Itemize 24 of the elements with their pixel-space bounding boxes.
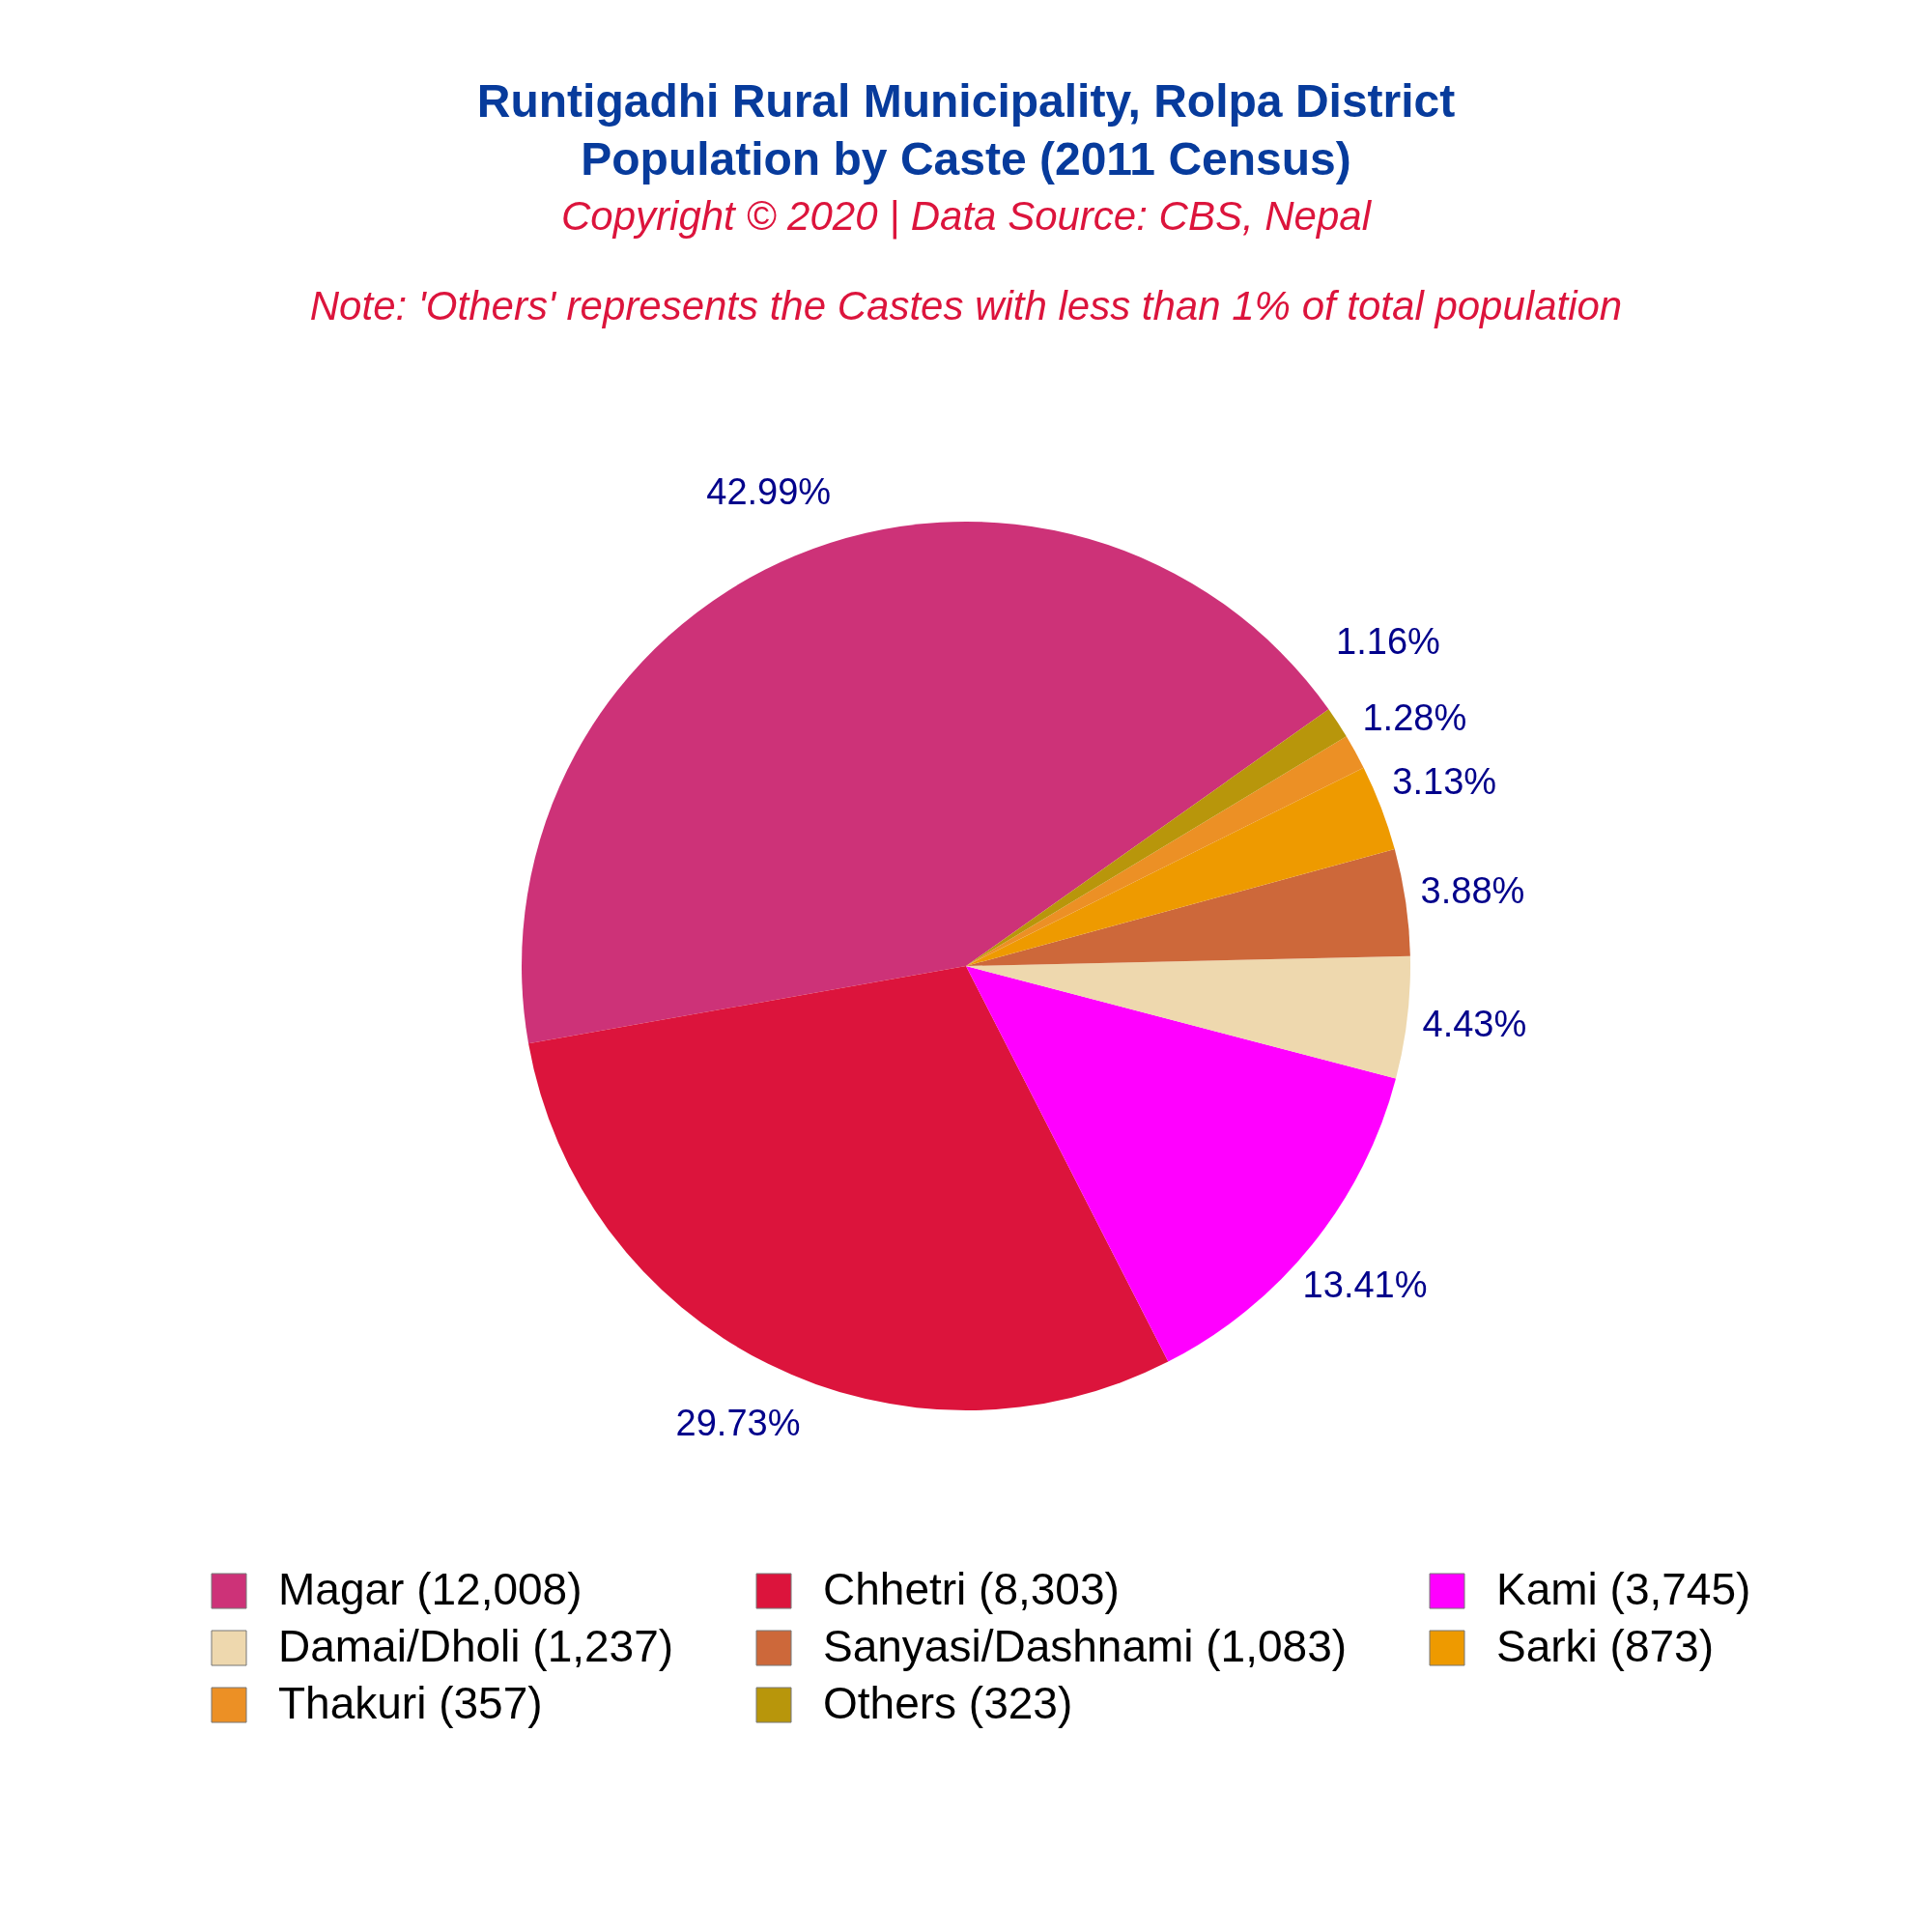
legend-label: Sarki (873) (1496, 1621, 1714, 1671)
legend-label: Sanyasi/Dashnami (1,083) (823, 1621, 1348, 1671)
legend-label: Damai/Dholi (1,237) (278, 1621, 674, 1671)
data-label: 42.99% (706, 470, 832, 512)
legend-label: Kami (3,745) (1496, 1564, 1751, 1614)
chart-title: Runtigadhi Rural Municipality, Rolpa District Population by Caste (2011 Census) (476, 75, 1456, 185)
data-label: 1.28% (1362, 696, 1467, 738)
pie-slice (528, 966, 1169, 1410)
data-label: 3.13% (1392, 761, 1497, 803)
text: Note: 'Others' represents the Castes with less than 1% of total population (309, 283, 1623, 328)
data-label: 1.16% (1336, 621, 1440, 663)
pie-slice (966, 955, 1410, 1079)
legend-label: Magar (12,008) (278, 1564, 582, 1614)
chart-subtitle: Copyright © 2020 | Data Source: CBS, Nepal (561, 193, 1373, 240)
pie-slice (966, 849, 1410, 966)
pie-slice (966, 767, 1395, 966)
data-label: 3.88% (1420, 869, 1525, 911)
pie-slice (522, 522, 1329, 1044)
data-label: 4.43% (1422, 1003, 1527, 1044)
legend-label: Others (323) (823, 1678, 1073, 1728)
data-label: 29.73% (675, 1402, 801, 1443)
legend-label: Chhetri (8,303) (823, 1564, 1120, 1614)
legend-label: Thakuri (357) (278, 1678, 543, 1728)
data-label: 13.41% (1302, 1264, 1428, 1306)
